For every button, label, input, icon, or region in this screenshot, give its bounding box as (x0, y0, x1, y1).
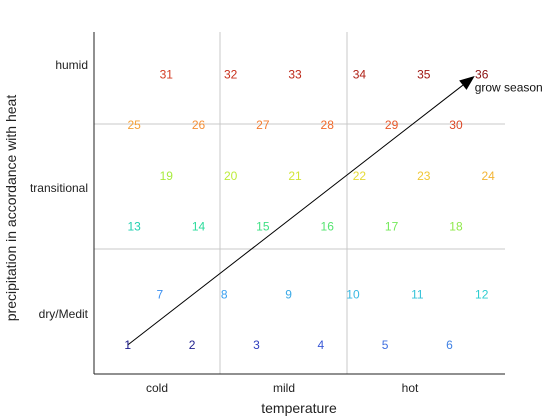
data-label-26: 26 (192, 118, 206, 132)
data-label-35: 35 (417, 68, 431, 82)
data-label-18: 18 (449, 220, 463, 234)
y-tick-labels: dry/Medit transitional humid (30, 58, 89, 321)
data-label-33: 33 (288, 68, 302, 82)
data-label-20: 20 (224, 169, 238, 183)
data-label-25: 25 (127, 118, 141, 132)
data-label-5: 5 (382, 338, 389, 352)
data-label-6: 6 (446, 338, 453, 352)
x-tick-label: cold (146, 381, 168, 395)
x-axis-label: temperature (261, 400, 337, 416)
data-label-13: 13 (127, 220, 141, 234)
data-label-22: 22 (353, 169, 367, 183)
axes (93, 32, 505, 375)
data-label-28: 28 (321, 118, 335, 132)
data-label-15: 15 (256, 220, 270, 234)
data-label-8: 8 (221, 287, 228, 301)
data-label-3: 3 (253, 338, 260, 352)
data-label-30: 30 (449, 118, 463, 132)
grow-season-arrow-line (127, 84, 464, 346)
data-label-23: 23 (417, 169, 431, 183)
data-label-2: 2 (189, 338, 196, 352)
data-label-36: 36 (475, 68, 489, 82)
data-label-19: 19 (160, 169, 174, 183)
x-tick-label: hot (402, 381, 419, 395)
data-label-27: 27 (256, 118, 270, 132)
data-label-11: 11 (411, 287, 424, 301)
data-label-17: 17 (385, 220, 399, 234)
data-label-16: 16 (321, 220, 335, 234)
grow-season-arrow-group: grow season (127, 76, 543, 346)
x-tick-labels: cold mild hot (146, 381, 419, 395)
grow-season-arrow-head (459, 76, 475, 90)
data-label-12: 12 (475, 287, 489, 301)
data-label-9: 9 (285, 287, 292, 301)
data-label-24: 24 (481, 169, 495, 183)
data-label-21: 21 (288, 169, 302, 183)
data-label-7: 7 (157, 287, 164, 301)
data-label-4: 4 (317, 338, 324, 352)
y-tick-label: dry/Medit (39, 307, 89, 321)
data-label-10: 10 (346, 287, 360, 301)
data-label-14: 14 (192, 220, 206, 234)
grid-lines (94, 32, 505, 374)
data-label-34: 34 (353, 68, 367, 82)
x-tick-label: mild (273, 381, 295, 395)
y-tick-label: humid (55, 58, 88, 72)
grow-season-annotation: grow season (475, 81, 543, 95)
y-tick-label: transitional (30, 181, 88, 195)
data-label-1: 1 (124, 338, 131, 352)
data-label-32: 32 (224, 68, 238, 82)
y-axis-label: precipitation in accordance with heat (3, 95, 19, 322)
data-label-31: 31 (160, 68, 174, 82)
data-label-29: 29 (385, 118, 399, 132)
